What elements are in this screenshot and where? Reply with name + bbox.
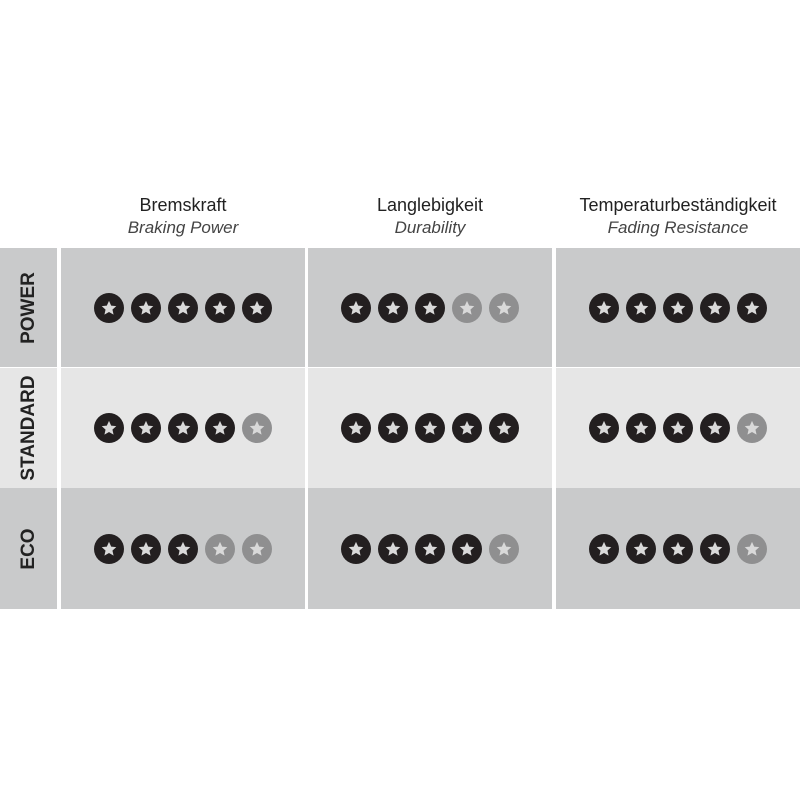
star-filled-icon bbox=[205, 413, 235, 443]
star-filled-icon bbox=[94, 292, 124, 323]
rating-cell bbox=[556, 488, 800, 609]
star-empty-icon bbox=[205, 533, 235, 564]
rating-cell bbox=[556, 368, 800, 488]
star-filled-icon bbox=[452, 533, 482, 564]
column-title: Langlebigkeit bbox=[376, 195, 484, 215]
star-filled-icon bbox=[131, 413, 161, 443]
star-filled-icon bbox=[378, 413, 408, 443]
star-filled-icon bbox=[589, 533, 619, 564]
column-header: Bremskraft Braking Power bbox=[61, 193, 305, 239]
star-filled-icon bbox=[205, 292, 235, 323]
star-empty-icon bbox=[737, 533, 767, 564]
column-header: Temperaturbeständigkeit Fading Resistance bbox=[556, 193, 800, 239]
row-label: STANDARD bbox=[0, 368, 57, 488]
star-empty-icon bbox=[242, 413, 272, 443]
row-label: POWER bbox=[0, 248, 57, 367]
column-subtitle: Braking Power bbox=[127, 218, 239, 237]
star-filled-icon bbox=[341, 292, 371, 323]
star-filled-icon bbox=[737, 292, 767, 323]
star-filled-icon bbox=[378, 533, 408, 564]
rating-cell bbox=[61, 368, 305, 488]
star-filled-icon bbox=[663, 292, 693, 323]
column-title: Bremskraft bbox=[139, 195, 227, 215]
star-empty-icon bbox=[452, 292, 482, 323]
rating-cell bbox=[556, 248, 800, 367]
star-filled-icon bbox=[168, 533, 198, 564]
star-filled-icon bbox=[626, 292, 656, 323]
column-title: Temperaturbeständigkeit bbox=[579, 195, 777, 215]
star-filled-icon bbox=[242, 292, 272, 323]
star-empty-icon bbox=[489, 292, 519, 323]
star-filled-icon bbox=[131, 292, 161, 323]
row-label-text: STANDARD bbox=[17, 375, 39, 481]
row-label-text: POWER bbox=[17, 271, 39, 344]
rating-cell bbox=[308, 248, 552, 367]
star-filled-icon bbox=[626, 413, 656, 443]
star-filled-icon bbox=[341, 413, 371, 443]
star-filled-icon bbox=[663, 533, 693, 564]
star-filled-icon bbox=[700, 292, 730, 323]
star-filled-icon bbox=[589, 292, 619, 323]
star-filled-icon bbox=[168, 413, 198, 443]
star-filled-icon bbox=[489, 413, 519, 443]
star-filled-icon bbox=[626, 533, 656, 564]
rating-cell bbox=[308, 488, 552, 609]
column-header: Langlebigkeit Durability bbox=[308, 193, 552, 239]
column-subtitle: Fading Resistance bbox=[607, 218, 749, 237]
rating-cell bbox=[61, 488, 305, 609]
star-filled-icon bbox=[589, 413, 619, 443]
star-filled-icon bbox=[94, 533, 124, 564]
star-empty-icon bbox=[489, 533, 519, 564]
star-filled-icon bbox=[378, 292, 408, 323]
star-filled-icon bbox=[452, 413, 482, 443]
star-filled-icon bbox=[94, 413, 124, 443]
rating-cell bbox=[61, 248, 305, 367]
row-label-text: ECO bbox=[17, 527, 39, 570]
star-filled-icon bbox=[415, 533, 445, 564]
star-filled-icon bbox=[415, 413, 445, 443]
star-filled-icon bbox=[168, 292, 198, 323]
row-label: ECO bbox=[0, 488, 57, 609]
star-filled-icon bbox=[415, 292, 445, 323]
star-empty-icon bbox=[242, 533, 272, 564]
star-filled-icon bbox=[663, 413, 693, 443]
star-empty-icon bbox=[737, 413, 767, 443]
rating-cell bbox=[308, 368, 552, 488]
star-filled-icon bbox=[700, 413, 730, 443]
star-filled-icon bbox=[341, 533, 371, 564]
column-subtitle: Durability bbox=[394, 218, 466, 237]
star-filled-icon bbox=[700, 533, 730, 564]
star-filled-icon bbox=[131, 533, 161, 564]
